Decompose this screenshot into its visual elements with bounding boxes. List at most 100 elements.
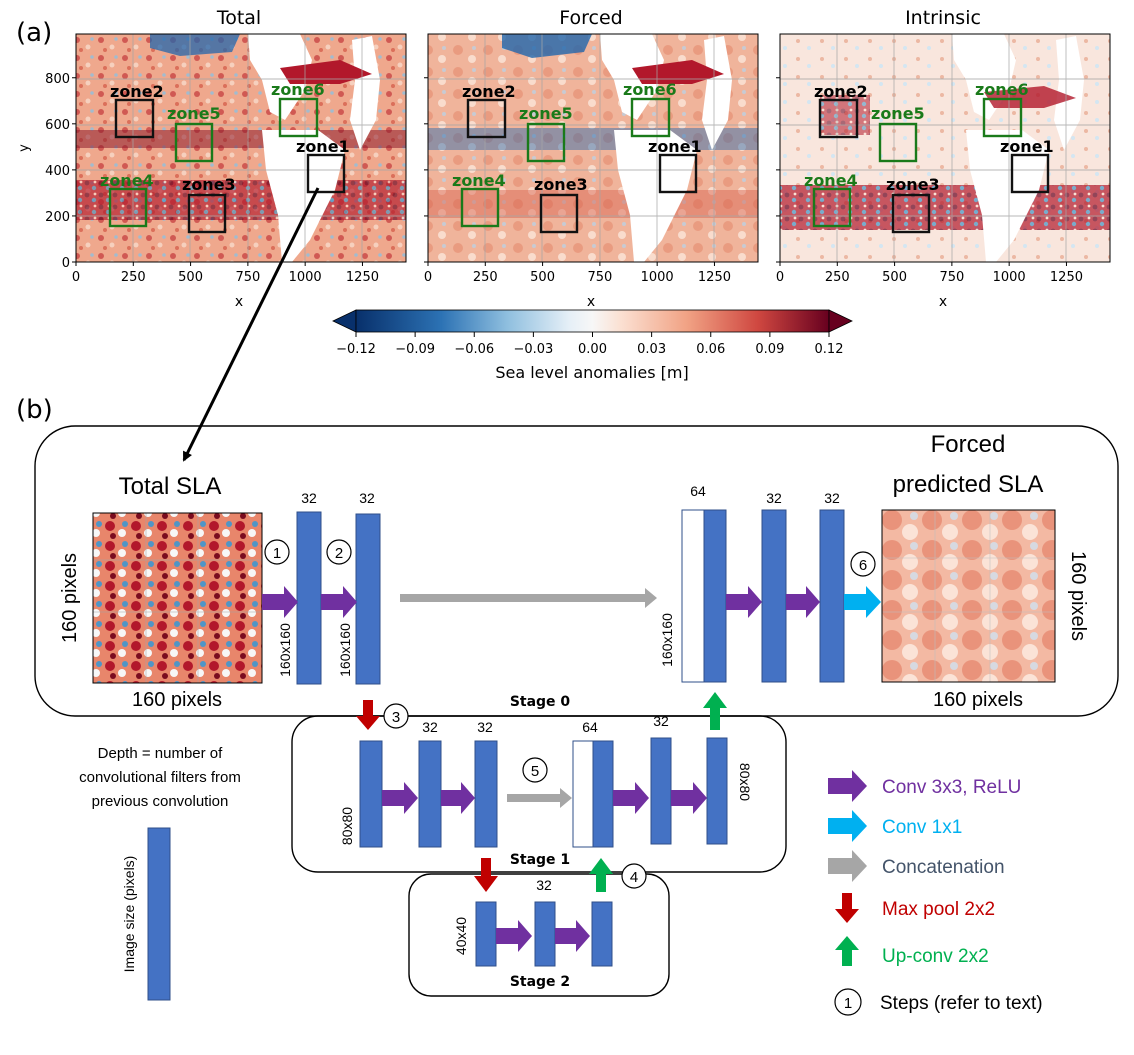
zone4-box (460, 187, 500, 228)
feature-map (296, 511, 322, 685)
upconv-arrow (703, 692, 727, 730)
x-tick-label: 500 (178, 270, 203, 285)
colorbar-tick-label: 0.09 (755, 342, 784, 357)
depth-label: 32 (536, 877, 552, 893)
y-tick-label: 200 (45, 210, 70, 225)
feature-map (475, 901, 497, 967)
map-title-forced: Forced (559, 7, 622, 29)
depth-label: 32 (477, 719, 493, 735)
depth-label: 64 (690, 483, 706, 499)
colorbar-tick-label: 0.00 (578, 342, 607, 357)
output-patch-frame (881, 509, 1056, 683)
map-frame (779, 33, 1111, 263)
step-number: 4 (630, 869, 638, 886)
maxpool-arrow (356, 700, 380, 730)
input-patch (93, 513, 262, 683)
stage1-label: Stage 1 (510, 852, 570, 868)
conv3x3-arrow (496, 920, 532, 952)
zone4-box (812, 187, 852, 228)
zone3-label: zone3 (182, 175, 236, 194)
output-height-label: 160 pixels (1067, 551, 1089, 641)
size-label: 160x160 (277, 623, 293, 677)
input-width-label: 160 pixels (132, 689, 222, 711)
conv3x3-arrow (786, 586, 820, 618)
map-forced: Forced zone1 zone2 zone3 (427, 7, 759, 263)
stage2-box (408, 873, 670, 997)
grid-lines (76, 34, 406, 262)
y-tick-label: 400 (45, 164, 70, 179)
x-tick-label: 1000 (289, 270, 322, 285)
conv1x1-arrow (844, 586, 881, 618)
grid-lines (428, 34, 758, 262)
colorbar-tick-label: −0.12 (336, 342, 376, 357)
legend-conv3x3-label: Conv 3x3, ReLU (882, 777, 1021, 798)
feature-map (819, 509, 845, 683)
zone6-label: zone6 (623, 80, 677, 99)
feature-map (761, 509, 787, 683)
kuroshio-anomaly (150, 34, 240, 56)
gulf-stream-anomaly (280, 60, 372, 84)
conv3x3-arrow (262, 586, 298, 618)
step-circle (326, 539, 352, 565)
size-label: 80x80 (339, 807, 355, 845)
colorbar-label: Sea level anomalies [m] (495, 363, 688, 382)
output-title-line2: predicted SLA (893, 471, 1044, 498)
zone3-box (539, 193, 579, 234)
zone3-label: zone3 (886, 175, 940, 194)
feature-map (355, 513, 381, 685)
zone1-label: zone1 (1000, 137, 1054, 156)
legend-step-number: 1 (844, 995, 852, 1012)
depth-note-line1: Depth = number of (98, 745, 223, 762)
output-patch-grid (882, 510, 1055, 682)
feature-map (592, 740, 614, 848)
zone1-box (306, 153, 346, 194)
conv3x3-arrow (613, 782, 649, 814)
depth-note-line3: previous convolution (92, 793, 229, 810)
size-label: 160x160 (337, 623, 353, 677)
conv3x3-arrow (321, 586, 357, 618)
zone2-box (466, 98, 507, 139)
colorbar-tick-label: 0.06 (696, 342, 725, 357)
concatenation-arrow (507, 788, 572, 808)
zone6-box (278, 97, 319, 138)
depth-label: 32 (359, 490, 375, 506)
colorbar-tick-label: −0.03 (513, 342, 553, 357)
zone1-label: zone1 (296, 137, 350, 156)
step-number: 6 (859, 557, 867, 574)
zone2-box (114, 98, 155, 139)
band-southern (780, 185, 1110, 230)
map-frame (427, 33, 759, 263)
zone4-label: zone4 (452, 171, 506, 190)
x-tick-label: 500 (530, 270, 555, 285)
x-tick-label: 250 (121, 270, 146, 285)
land-africa (702, 36, 732, 150)
map-intrinsic: Intrinsic zone1 zone2 zone3 (779, 7, 1111, 263)
step-circle (621, 863, 647, 889)
conv3x3-arrow (441, 782, 475, 814)
zone3-box (891, 193, 931, 234)
concatenated-feature-map (572, 740, 594, 848)
colorbar-tick-label: 0.03 (637, 342, 666, 357)
legend-conv1x1-label: Conv 1x1 (882, 817, 962, 838)
zone5-box (526, 122, 566, 163)
stage0-label: Stage 0 (510, 694, 571, 710)
map-title-total: Total (216, 7, 261, 29)
size-label: 80x80 (737, 763, 753, 801)
legend: Conv 3x3, ReLU Conv 1x1 Concatenation Ma… (828, 770, 1043, 1016)
land-south-america (966, 130, 1049, 262)
gulf-stream-anomaly (984, 86, 1076, 108)
zone1-box (1010, 153, 1050, 194)
zone4-label: zone4 (100, 171, 154, 190)
x-tick-label: 250 (473, 270, 498, 285)
output-title-line1: Forced (931, 431, 1006, 458)
feature-map (703, 509, 727, 683)
colorbar: −0.12 −0.09 −0.06 −0.03 0.00 0.03 0.06 0.09 0.12… (332, 309, 853, 382)
depth-label: 32 (301, 490, 317, 506)
x-tick-label: 0 (424, 270, 432, 285)
legend-upconv-label: Up-conv 2x2 (882, 946, 989, 967)
depth-label: 32 (766, 490, 782, 506)
map-frame (75, 33, 407, 263)
x-axis-label-intrinsic: x (939, 294, 947, 310)
x-axis-label-forced: x (587, 294, 595, 310)
